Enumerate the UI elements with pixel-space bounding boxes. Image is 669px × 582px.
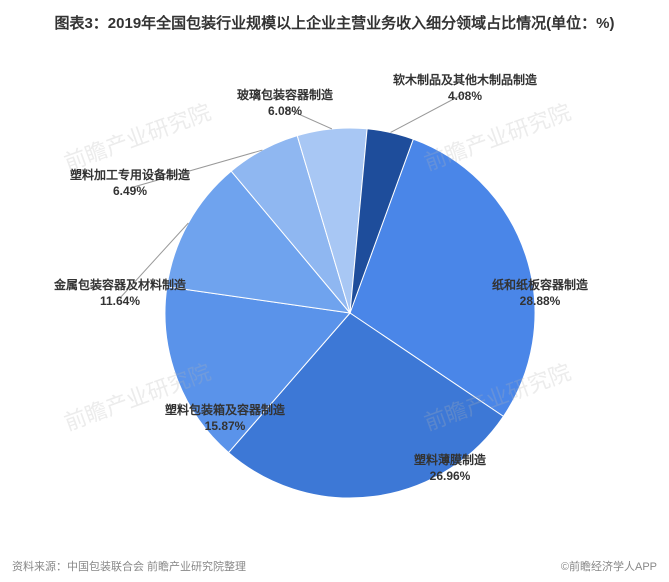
slice-label-pct: 28.88% [470, 294, 610, 310]
slice-label: 塑料薄膜制造26.96% [380, 453, 520, 484]
slice-label-pct: 6.49% [55, 184, 205, 200]
slice-label: 玻璃包装容器制造6.08% [225, 88, 345, 119]
footer: 资料来源：中国包装联合会 前瞻产业研究院整理 ©前瞻经济学人APP [12, 558, 657, 574]
slice-label-pct: 11.64% [50, 294, 190, 310]
slice-label: 金属包装容器及材料制造11.64% [50, 278, 190, 309]
slice-label: 塑料加工专用设备制造6.49% [55, 168, 205, 199]
slice-label-pct: 4.08% [385, 89, 545, 105]
slice-label-name: 塑料加工专用设备制造 [55, 168, 205, 184]
slice-label-name: 塑料薄膜制造 [380, 453, 520, 469]
slice-label-pct: 26.96% [380, 469, 520, 485]
slice-label: 纸和纸板容器制造28.88% [470, 278, 610, 309]
slice-label-name: 塑料包装箱及容器制造 [145, 403, 305, 419]
slice-label-name: 玻璃包装容器制造 [225, 88, 345, 104]
slice-label-name: 软木制品及其他木制品制造 [385, 73, 545, 89]
footer-credit: ©前瞻经济学人APP [561, 558, 657, 574]
slice-label-pct: 6.08% [225, 104, 345, 120]
slice-label: 塑料包装箱及容器制造15.87% [145, 403, 305, 434]
footer-source: 资料来源：中国包装联合会 前瞻产业研究院整理 [12, 558, 246, 574]
pie-chart: 纸和纸板容器制造28.88% 塑料薄膜制造26.96% 塑料包装箱及容器制造15.8… [0, 33, 669, 533]
slice-label-name: 纸和纸板容器制造 [470, 278, 610, 294]
chart-title: 图表3：2019年全国包装行业规模以上企业主营业务收入细分领域占比情况(单位：%… [0, 0, 669, 33]
slice-label: 软木制品及其他木制品制造4.08% [385, 73, 545, 104]
slice-label-name: 金属包装容器及材料制造 [50, 278, 190, 294]
slice-label-pct: 15.87% [145, 419, 305, 435]
